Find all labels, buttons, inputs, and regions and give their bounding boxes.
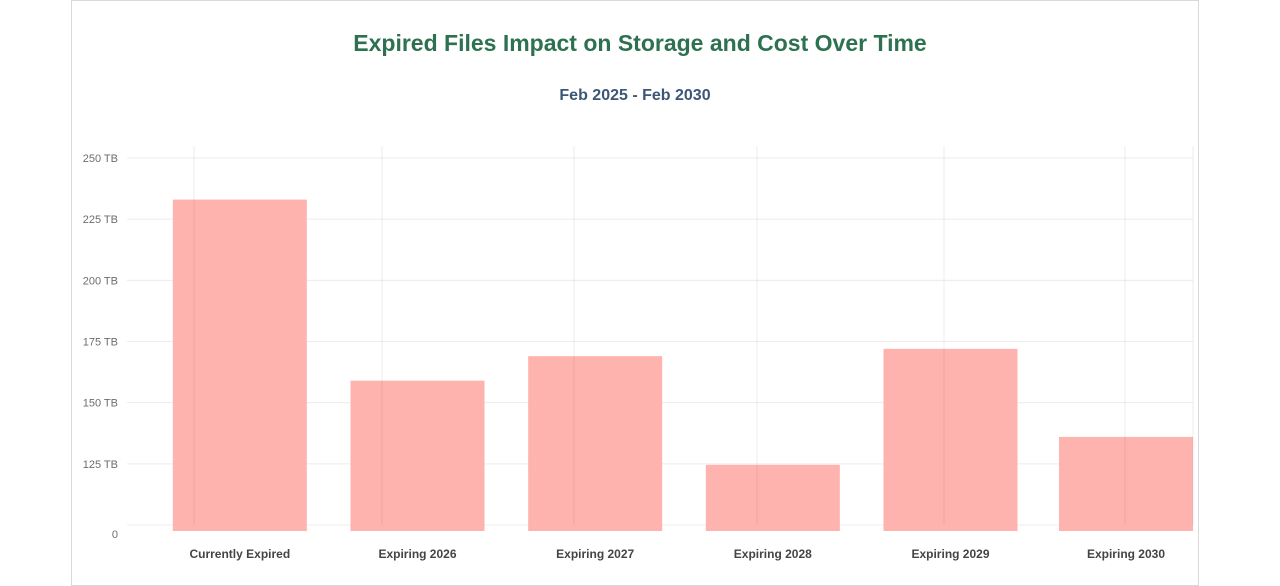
x-axis-labels: Currently Expired Expiring 2026 Expiring 2… <box>189 547 1165 561</box>
y-tick-label: 125 TB <box>83 459 118 471</box>
y-tick-label: 250 TB <box>83 153 118 165</box>
y-tick-label: 0 <box>112 529 118 541</box>
chart-title: Expired Files Impact on Storage and Cost… <box>353 30 927 56</box>
bar <box>1059 436 1193 531</box>
y-tick-label: 175 TB <box>83 337 118 349</box>
x-category-label: Expiring 2027 <box>556 547 634 561</box>
vertical-grid-lines <box>193 146 1194 525</box>
x-category-label: Expiring 2030 <box>1087 547 1165 561</box>
x-category-label: Expiring 2026 <box>378 547 456 561</box>
bar <box>172 199 307 532</box>
y-tick-label: 150 TB <box>83 398 118 410</box>
bar <box>350 380 485 531</box>
bar <box>705 464 840 531</box>
y-axis-ticks: 0 125 TB 150 TB 175 TB 200 TB 225 TB 250 TB <box>83 153 118 541</box>
chart-subtitle: Feb 2025 - Feb 2030 <box>559 87 711 104</box>
bars <box>172 199 1193 532</box>
y-tick-label: 225 TB <box>83 214 118 226</box>
x-category-label: Expiring 2028 <box>734 547 812 561</box>
bar <box>883 348 1018 531</box>
x-category-label: Expiring 2029 <box>911 547 989 561</box>
y-tick-label: 200 TB <box>83 275 118 287</box>
x-category-label: Currently Expired <box>189 547 290 561</box>
bar <box>528 356 663 531</box>
